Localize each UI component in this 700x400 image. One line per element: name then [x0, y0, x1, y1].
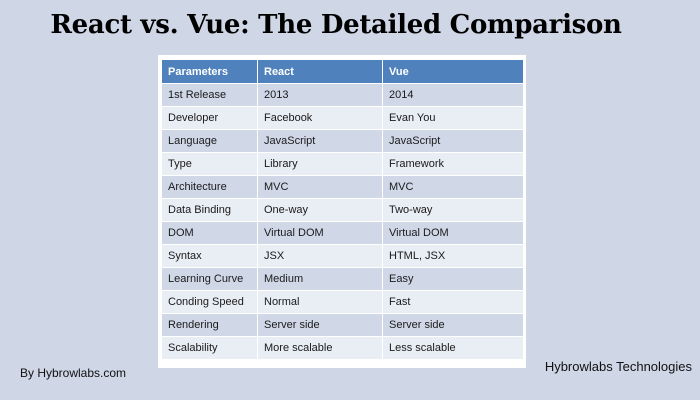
table-row: Learning Curve Medium Easy: [162, 268, 523, 291]
parameter-cell: Data Binding: [162, 199, 258, 222]
page-title: React vs. Vue: The Detailed Comparison: [50, 10, 622, 40]
react-cell: JSX: [258, 245, 383, 268]
comparison-table: Parameters React Vue 1st Release 2013 20…: [162, 60, 523, 360]
react-cell: MVC: [258, 176, 383, 199]
table-header-row: Parameters React Vue: [162, 60, 523, 84]
parameter-cell: Architecture: [162, 176, 258, 199]
vue-cell: Evan You: [383, 107, 523, 130]
vue-cell: 2014: [383, 84, 523, 107]
footer-credit: By Hybrowlabs.com: [20, 366, 127, 380]
parameter-cell: Scalability: [162, 337, 258, 360]
parameter-cell: Type: [162, 153, 258, 176]
parameter-cell: Developer: [162, 107, 258, 130]
comparison-table-panel: Parameters React Vue 1st Release 2013 20…: [158, 55, 526, 368]
footer-company: Hybrowlabs Technologies: [544, 359, 692, 374]
vue-cell: Two-way: [383, 199, 523, 222]
parameter-cell: Language: [162, 130, 258, 153]
parameter-cell: 1st Release: [162, 84, 258, 107]
vue-cell: Fast: [383, 291, 523, 314]
vue-cell: Less scalable: [383, 337, 523, 360]
table-row: Language JavaScript JavaScript: [162, 130, 523, 153]
parameter-cell: Rendering: [162, 314, 258, 337]
table-row: Developer Facebook Evan You: [162, 107, 523, 130]
react-cell: Normal: [258, 291, 383, 314]
table-row: 1st Release 2013 2014: [162, 84, 523, 107]
parameter-cell: Conding Speed: [162, 291, 258, 314]
table-row: Rendering Server side Server side: [162, 314, 523, 337]
vue-cell: JavaScript: [383, 130, 523, 153]
react-cell: Server side: [258, 314, 383, 337]
table-row: Type Library Framework: [162, 153, 523, 176]
vue-cell: Framework: [383, 153, 523, 176]
header-vue: Vue: [383, 60, 523, 84]
vue-cell: HTML, JSX: [383, 245, 523, 268]
table-row: Scalability More scalable Less scalable: [162, 337, 523, 360]
vue-cell: Easy: [383, 268, 523, 291]
react-cell: Virtual DOM: [258, 222, 383, 245]
parameter-cell: Learning Curve: [162, 268, 258, 291]
table-row: DOM Virtual DOM Virtual DOM: [162, 222, 523, 245]
react-cell: One-way: [258, 199, 383, 222]
react-cell: Library: [258, 153, 383, 176]
react-cell: JavaScript: [258, 130, 383, 153]
vue-cell: MVC: [383, 176, 523, 199]
table-row: Architecture MVC MVC: [162, 176, 523, 199]
table-row: Conding Speed Normal Fast: [162, 291, 523, 314]
header-parameters: Parameters: [162, 60, 258, 84]
react-cell: Medium: [258, 268, 383, 291]
react-cell: More scalable: [258, 337, 383, 360]
parameter-cell: DOM: [162, 222, 258, 245]
react-cell: Facebook: [258, 107, 383, 130]
react-cell: 2013: [258, 84, 383, 107]
table-row: Syntax JSX HTML, JSX: [162, 245, 523, 268]
table-row: Data Binding One-way Two-way: [162, 199, 523, 222]
header-react: React: [258, 60, 383, 84]
parameter-cell: Syntax: [162, 245, 258, 268]
vue-cell: Virtual DOM: [383, 222, 523, 245]
vue-cell: Server side: [383, 314, 523, 337]
